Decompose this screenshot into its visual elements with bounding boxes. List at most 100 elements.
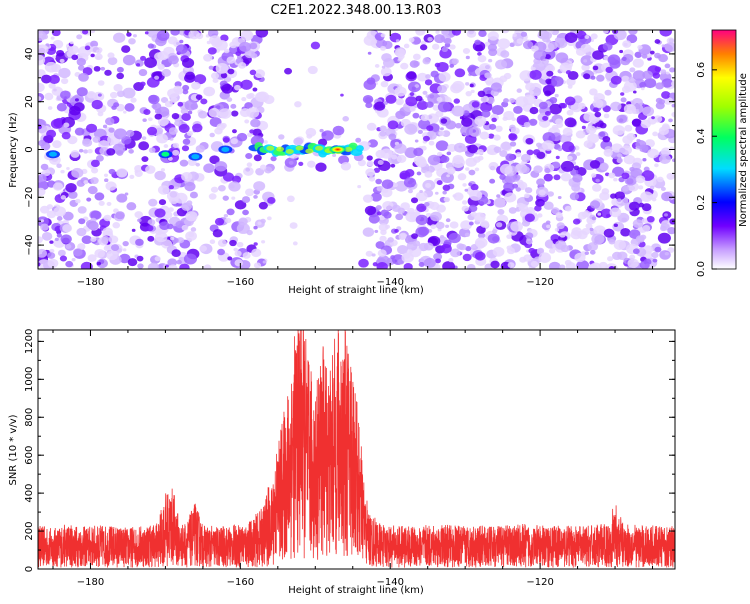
heatmap-cell: [194, 74, 207, 85]
heatmap-cell: [145, 225, 154, 232]
heatmap-cell: [365, 102, 373, 109]
heatmap-cell: [119, 253, 131, 264]
heatmap-cell: [434, 34, 445, 44]
heatmap-cell: [632, 219, 644, 228]
heatmap-secondary-core: [191, 154, 200, 160]
heatmap-cell: [51, 30, 61, 37]
heatmap-cell: [406, 71, 417, 80]
heatmap-y-tick-label: 0: [24, 146, 35, 152]
heatmap-cell: [413, 147, 424, 157]
heatmap-cell: [332, 153, 337, 157]
heatmap-cell: [505, 153, 515, 162]
heatmap-cell: [508, 207, 517, 214]
heatmap-cell: [420, 40, 427, 46]
heatmap-cell: [660, 69, 667, 75]
heatmap-cell: [103, 214, 112, 222]
heatmap-cell: [41, 231, 53, 241]
heatmap-cell: [222, 195, 229, 201]
heatmap-cell: [499, 163, 513, 175]
heatmap-cell: [253, 262, 262, 269]
heatmap-cell: [122, 248, 127, 252]
heatmap-cell: [564, 96, 576, 106]
heatmap-cell: [141, 136, 147, 141]
snr-x-ticks: −180 −160 −140 −120: [52, 330, 654, 588]
heatmap-cell: [164, 100, 173, 108]
heatmap-cell: [409, 60, 419, 68]
heatmap-cell: [555, 118, 563, 126]
heatmap-cell: [209, 35, 221, 46]
heatmap-cell: [398, 233, 407, 240]
heatmap-cell: [86, 123, 98, 133]
heatmap-cell: [526, 149, 534, 156]
heatmap-cell: [450, 248, 461, 258]
heatmap-cell: [179, 263, 190, 269]
heatmap-secondary-core: [221, 147, 230, 152]
heatmap-cell: [487, 133, 495, 139]
heatmap-cell: [387, 120, 399, 130]
heatmap-cell: [637, 45, 643, 50]
heatmap-cell: [499, 75, 508, 83]
heatmap-cell: [253, 181, 266, 192]
heatmap-cell: [418, 262, 425, 268]
heatmap-cell: [195, 145, 205, 153]
heatmap-cell: [171, 249, 181, 258]
heatmap-cell: [203, 53, 213, 62]
heatmap-cell: [293, 137, 304, 146]
heatmap-cell: [576, 30, 587, 40]
heatmap-cell: [38, 139, 46, 147]
heatmap-cell: [245, 152, 253, 160]
heatmap-cell: [376, 211, 382, 216]
heatmap-cell: [509, 98, 516, 104]
heatmap-cell: [102, 235, 110, 242]
heatmap-cell: [641, 203, 652, 212]
heatmap-cell: [392, 182, 398, 188]
heatmap-cell: [468, 182, 473, 187]
heatmap-cell: [565, 70, 572, 75]
heatmap-cell: [480, 220, 490, 228]
heatmap-cell: [52, 182, 64, 191]
heatmap-cell: [642, 106, 655, 117]
heatmap-cell: [407, 207, 415, 215]
heatmap-cell: [457, 173, 467, 181]
heatmap-cell: [504, 192, 517, 203]
heatmap-cell: [523, 121, 531, 128]
heatmap-cell: [632, 248, 640, 255]
heatmap-cell: [246, 93, 253, 100]
heatmap-cell: [632, 90, 637, 94]
heatmap-cell: [433, 253, 443, 261]
heatmap-cell: [116, 90, 125, 98]
heatmap-cell: [170, 30, 180, 36]
heatmap-cell: [596, 74, 605, 82]
heatmap-cell: [186, 200, 193, 206]
heatmap-cell: [590, 75, 596, 80]
colorbar: 0.0 0.2 0.4 0.6 Normalized spectral amplitu…: [696, 29, 749, 277]
heatmap-cell: [599, 131, 606, 137]
heatmap-cell: [608, 172, 616, 179]
heatmap-cell: [658, 98, 666, 105]
heatmap-cell: [90, 210, 102, 220]
heatmap-cell: [63, 122, 70, 128]
heatmap-cell: [528, 118, 538, 126]
heatmap-cell: [221, 83, 234, 94]
heatmap-cell: [671, 103, 675, 108]
heatmap-cell: [671, 111, 675, 118]
heatmap-cell: [156, 30, 170, 41]
heatmap-cell: [140, 55, 147, 61]
heatmap-cell: [122, 240, 129, 247]
heatmap-cell: [492, 229, 498, 234]
heatmap-cell: [159, 221, 170, 231]
heatmap-cell: [242, 252, 251, 259]
heatmap-cell: [48, 82, 56, 89]
heatmap-cell: [595, 178, 600, 183]
heatmap-cell: [453, 98, 461, 104]
heatmap-cell: [96, 261, 101, 266]
heatmap-cell: [86, 90, 96, 99]
heatmap-cell: [254, 69, 266, 79]
heatmap-cell: [103, 173, 109, 177]
heatmap-cell: [200, 98, 208, 105]
heatmap-cell: [73, 248, 83, 257]
heatmap-cell: [616, 198, 622, 202]
heatmap-cell: [484, 72, 492, 79]
heatmap-cell: [642, 225, 651, 232]
heatmap-cell: [430, 224, 437, 230]
